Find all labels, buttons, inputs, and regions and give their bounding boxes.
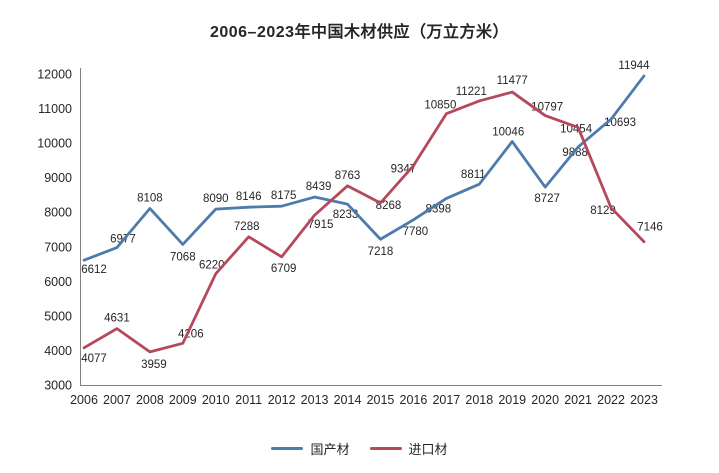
data-label: 11221 [456,86,487,98]
data-label: 7915 [308,219,334,231]
x-tick-label: 2016 [400,393,428,407]
legend-swatch-imported-line [369,447,402,450]
x-tick-label: 2019 [498,393,526,407]
x-tick-label: 2009 [169,393,197,407]
legend-item-domestic: 国产材 [271,439,350,458]
data-label: 10046 [492,127,524,139]
data-label: 8811 [461,169,486,181]
data-label: 8175 [271,190,297,202]
x-tick-label: 2012 [268,393,296,407]
data-label: 10454 [560,123,593,135]
data-label: 8108 [137,192,163,204]
x-tick-label: 2017 [432,393,460,407]
series-line-imported [82,90,646,354]
y-tick-label: 12000 [37,68,72,82]
legend-label-imported: 进口材 [408,442,448,457]
x-tick-label: 2022 [597,393,625,407]
y-tick-label: 6000 [44,275,72,289]
data-label: 7146 [637,222,663,234]
data-label: 10693 [604,117,636,129]
x-tick-label: 2014 [334,393,362,407]
x-tick-label: 2010 [202,393,230,407]
data-label: 8763 [335,170,361,182]
chart-legend: 国产材 进口材 [0,439,719,458]
data-label: 8439 [306,181,332,193]
data-label: 4077 [81,353,107,365]
data-label: 8146 [236,191,262,203]
y-tick-label: 11000 [38,102,72,116]
y-tick-label: 9000 [44,171,72,185]
x-tick-label: 2023 [630,393,658,407]
x-tick-label: 2006 [70,393,98,407]
data-label: 8090 [203,193,229,205]
x-tick-label: 2013 [301,393,329,407]
chart-title: 2006–2023年中国木材供应（万立方米） [209,24,510,41]
y-tick-label: 7000 [44,240,72,254]
data-label: 8129 [590,205,616,217]
legend-item-imported: 进口材 [369,439,448,458]
data-label: 10850 [424,100,456,112]
legend-label-domestic: 国产材 [310,442,350,457]
data-label: 4631 [104,313,130,325]
data-label: 11944 [618,60,650,72]
x-tick-label: 2020 [531,393,559,407]
x-tick-label: 2021 [564,393,592,407]
x-tick-label: 2011 [235,393,262,407]
data-label: 6612 [81,264,107,276]
series-line-domestic [82,74,646,262]
data-label: 7780 [403,226,429,238]
data-label: 6709 [271,263,297,275]
data-label: 7288 [234,221,260,233]
y-tick-label: 5000 [44,309,72,323]
y-tick-label: 3000 [44,379,72,393]
x-tick-label: 2015 [367,393,395,407]
y-tick-label: 8000 [44,206,72,220]
data-label: 9888 [562,147,588,159]
data-label: 6220 [199,260,225,272]
y-tick-label: 10000 [37,137,72,151]
data-label: 9347 [391,164,417,176]
data-label: 8727 [534,193,560,205]
data-label: 8233 [333,209,359,221]
data-label: 7218 [368,246,394,258]
x-tick-label: 2008 [136,393,164,407]
x-tick-label: 2007 [103,393,131,407]
y-tick-label: 4000 [44,344,72,358]
data-label: 3959 [141,359,167,371]
data-label: 4206 [178,328,204,340]
data-label: 11477 [497,75,528,87]
data-label: 7068 [170,251,196,263]
legend-swatch-domestic-line [271,447,304,450]
x-tick-label: 2018 [465,393,493,407]
